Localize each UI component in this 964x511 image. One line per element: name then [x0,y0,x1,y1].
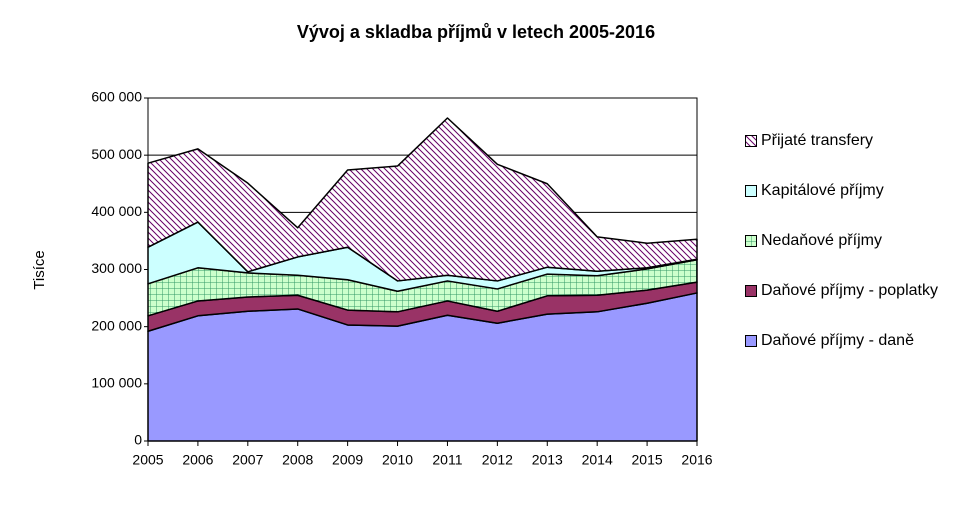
x-tick-label: 2016 [681,452,712,468]
x-tick-label: 2007 [232,452,263,468]
legend-label: Nedaňové příjmy [761,232,882,249]
legend-item: Nedaňové příjmy [745,230,960,280]
plot-border [147,97,698,442]
legend-swatch [745,285,757,297]
legend-item: Daňové příjmy - daně [745,330,960,380]
legend-swatch [745,335,757,347]
y-tick-label: 400 000 [91,203,142,219]
legend-swatch [745,235,757,247]
y-axis-title: Tisíce [31,250,48,289]
y-tick-label: 100 000 [91,375,142,391]
chart-title: Vývoj a skladba příjmů v letech 2005-201… [297,22,655,42]
x-tick-label: 2005 [132,452,163,468]
x-tick-label: 2014 [582,452,613,468]
legend-label: Kapitálové příjmy [761,182,884,199]
legend-swatch [745,185,757,197]
y-tick-label: 300 000 [91,260,142,276]
x-tick-label: 2012 [482,452,513,468]
legend-swatch [745,135,757,147]
legend-item: Daňové příjmy - poplatky [745,280,960,330]
x-tick-label: 2010 [382,452,413,468]
x-tick-label: 2008 [282,452,313,468]
legend-label: Daňové příjmy - poplatky [761,282,938,299]
legend: Přijaté transfery Kapitálové příjmy Nedaňo… [745,130,960,380]
y-tick-label: 200 000 [91,317,142,333]
y-tick-label: 600 000 [91,89,142,105]
x-tick-label: 2015 [632,452,663,468]
legend-item: Kapitálové příjmy [745,180,960,230]
x-tick-label: 2013 [532,452,563,468]
x-tick-label: 2009 [332,452,363,468]
legend-label: Daňové příjmy - daně [761,332,914,349]
x-tick-label: 2006 [182,452,213,468]
x-tick-label: 2011 [432,452,462,468]
legend-label: Přijaté transfery [761,132,874,149]
y-tick-label: 500 000 [91,146,142,162]
legend-item: Přijaté transfery [745,130,960,180]
y-tick-label: 0 [134,432,142,448]
